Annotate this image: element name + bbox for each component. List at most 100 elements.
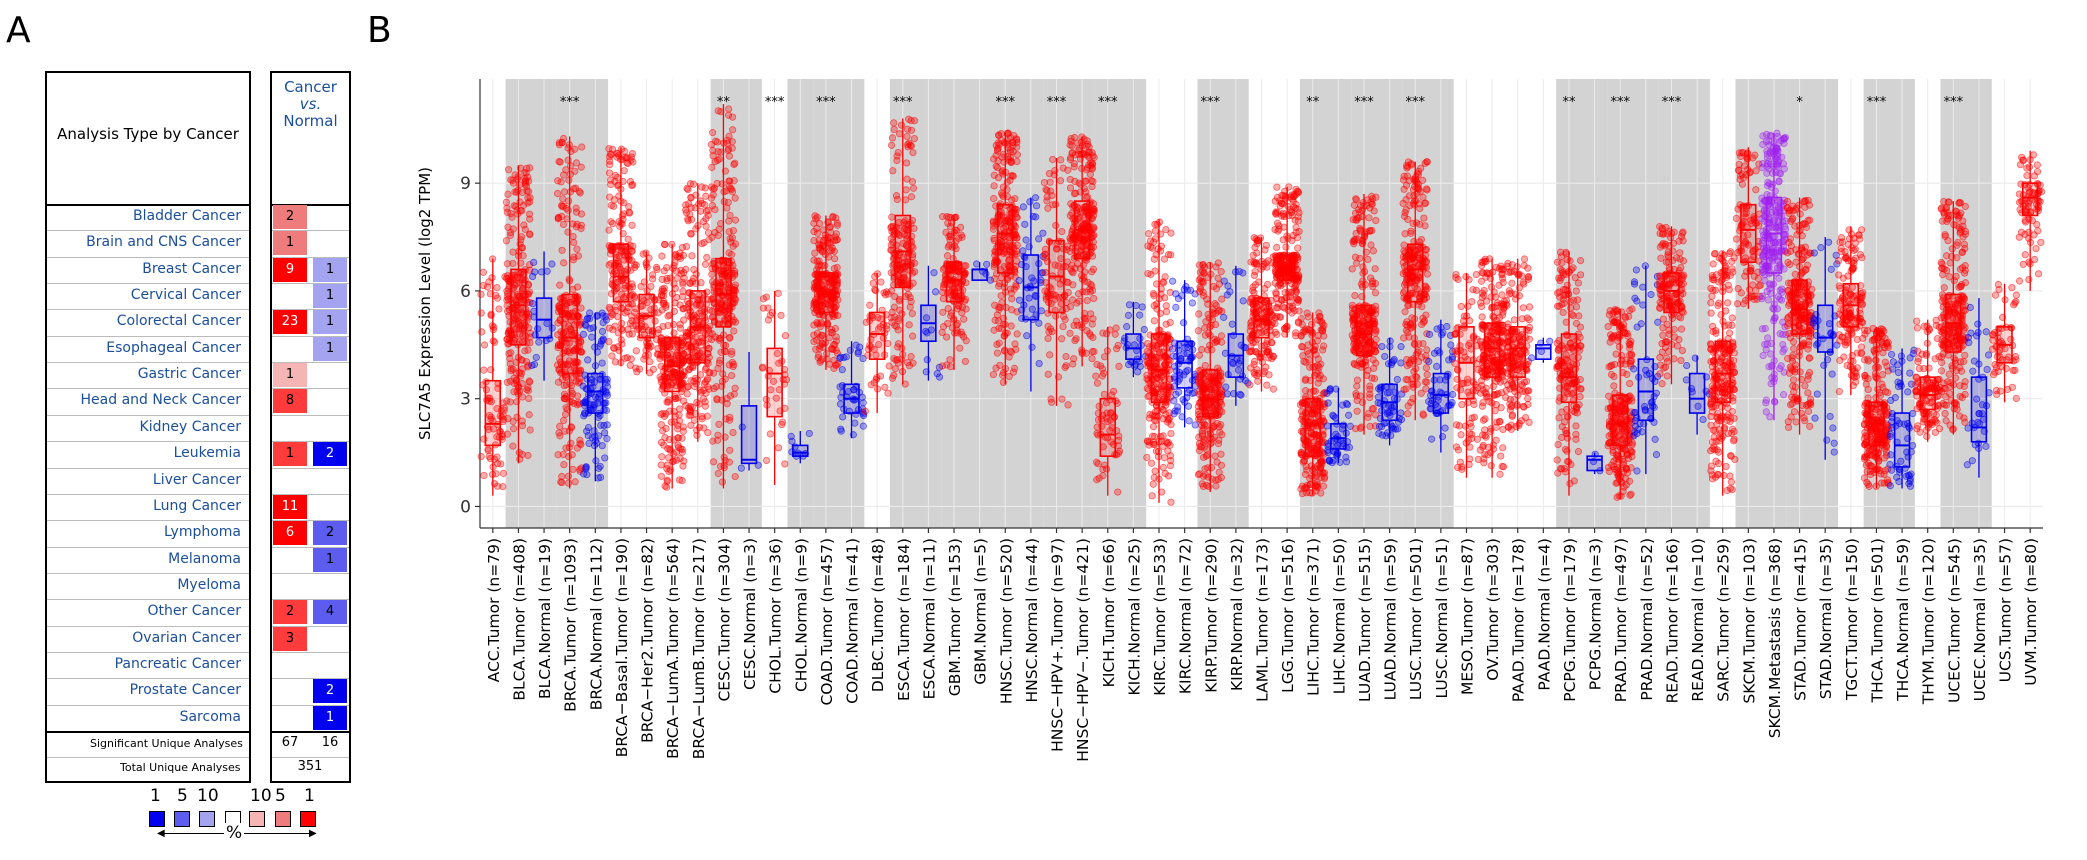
data-point bbox=[695, 400, 703, 408]
cancer-name[interactable]: Bladder Cancer bbox=[133, 208, 241, 224]
cancer-name[interactable]: Brain and CNS Cancer bbox=[86, 234, 241, 251]
cancer-name[interactable]: Pancreatic Cancer bbox=[114, 655, 241, 672]
data-point bbox=[663, 398, 671, 406]
up-count-cell[interactable]: 8 bbox=[273, 389, 307, 414]
cancer-name[interactable]: Sarcoma bbox=[179, 708, 241, 725]
data-point bbox=[1344, 411, 1353, 419]
up-count-cell[interactable]: 3 bbox=[273, 626, 307, 651]
data-point bbox=[1140, 325, 1148, 334]
data-point bbox=[1294, 244, 1302, 252]
cancer-name[interactable]: Other Cancer bbox=[147, 603, 242, 620]
down-count-cell[interactable]: 1 bbox=[313, 336, 347, 361]
data-point bbox=[614, 313, 622, 321]
cancer-name[interactable]: Esophageal Cancer bbox=[106, 339, 241, 356]
data-point bbox=[1293, 294, 1301, 303]
data-point bbox=[1015, 276, 1023, 285]
legend-number: 10 bbox=[250, 786, 272, 806]
down-count-cell[interactable]: 1 bbox=[313, 284, 347, 309]
cancer-name[interactable]: Lymphoma bbox=[164, 524, 241, 541]
data-point bbox=[897, 121, 906, 129]
data-point bbox=[1304, 313, 1312, 321]
data-point bbox=[948, 324, 957, 332]
data-point bbox=[707, 183, 716, 191]
cancer-name[interactable]: Lung Cancer bbox=[153, 497, 241, 514]
data-point bbox=[1103, 465, 1111, 473]
data-point bbox=[1195, 351, 1203, 359]
cancer-name[interactable]: Colorectal Cancer bbox=[116, 313, 241, 330]
data-point bbox=[894, 343, 902, 351]
cancer-name[interactable]: Gastric Cancer bbox=[137, 366, 241, 383]
data-point bbox=[888, 213, 896, 221]
data-point bbox=[983, 260, 991, 268]
legend-swatch bbox=[174, 811, 190, 827]
data-point bbox=[477, 452, 485, 461]
data-point bbox=[1250, 234, 1258, 242]
box-body bbox=[740, 405, 758, 465]
cancer-name[interactable]: Liver Cancer bbox=[152, 471, 241, 488]
down-count-cell[interactable]: 1 bbox=[313, 705, 347, 730]
up-count-cell[interactable]: 2 bbox=[273, 205, 307, 229]
down-count-cell[interactable]: 2 bbox=[313, 521, 347, 546]
data-point bbox=[1254, 377, 1262, 385]
data-point bbox=[499, 469, 507, 477]
down-count-cell[interactable]: 1 bbox=[313, 310, 347, 335]
data-point bbox=[479, 268, 487, 276]
up-count-cell[interactable]: 1 bbox=[273, 363, 307, 388]
up-count-cell[interactable]: 1 bbox=[273, 231, 307, 256]
data-point bbox=[1150, 255, 1158, 263]
data-point bbox=[621, 309, 629, 317]
data-point bbox=[573, 401, 581, 409]
data-point bbox=[989, 225, 998, 233]
cancer-name[interactable]: Prostate Cancer bbox=[129, 682, 241, 699]
x-tick-label: CHOL.Tumor (n=36) bbox=[767, 538, 785, 694]
data-point bbox=[577, 304, 585, 312]
cancer-name[interactable]: Myeloma bbox=[177, 576, 241, 593]
data-point bbox=[842, 353, 850, 361]
cancer-row: Prostate Cancer bbox=[47, 678, 247, 704]
cancer-name[interactable]: Ovarian Cancer bbox=[132, 629, 241, 646]
data-point bbox=[1218, 295, 1226, 303]
down-count-cell[interactable]: 1 bbox=[313, 547, 347, 572]
data-point bbox=[837, 393, 845, 401]
data-point bbox=[480, 471, 488, 480]
data-point bbox=[557, 178, 565, 186]
data-point bbox=[774, 444, 783, 452]
data-point bbox=[1201, 331, 1209, 339]
up-count-cell[interactable]: 23 bbox=[273, 310, 307, 335]
up-count-cell[interactable]: 9 bbox=[273, 257, 307, 282]
data-point bbox=[898, 310, 906, 318]
cancer-name[interactable]: Melanoma bbox=[168, 550, 241, 567]
data-point bbox=[1333, 449, 1342, 457]
cancer-name[interactable]: Kidney Cancer bbox=[139, 418, 241, 435]
data-point bbox=[728, 234, 736, 242]
data-point bbox=[910, 224, 918, 233]
data-point bbox=[690, 377, 698, 386]
cancer-name[interactable]: Breast Cancer bbox=[142, 260, 241, 277]
data-point bbox=[816, 358, 824, 366]
legend-swatch bbox=[249, 811, 265, 827]
down-count-cell[interactable]: 2 bbox=[313, 442, 347, 467]
up-count-cell[interactable]: 11 bbox=[273, 494, 307, 519]
up-count-cell[interactable]: 2 bbox=[273, 600, 307, 625]
cancer-name[interactable]: Leukemia bbox=[173, 445, 241, 462]
data-point bbox=[1021, 220, 1029, 228]
legend-number: 10 bbox=[197, 786, 219, 806]
data-point bbox=[1093, 423, 1101, 431]
down-count-cell[interactable]: 4 bbox=[313, 600, 347, 625]
data-point bbox=[662, 424, 670, 433]
cancer-name[interactable]: Cervical Cancer bbox=[130, 287, 241, 304]
data-point bbox=[1066, 329, 1074, 337]
up-count-cell[interactable]: 1 bbox=[273, 442, 307, 467]
down-count-cell[interactable]: 2 bbox=[313, 679, 347, 704]
data-point bbox=[708, 270, 716, 278]
cancer-name[interactable]: Head and Neck Cancer bbox=[80, 392, 241, 409]
data-point bbox=[555, 429, 563, 437]
data-point bbox=[1320, 332, 1328, 340]
down-count-cell[interactable]: 1 bbox=[313, 257, 347, 282]
data-point bbox=[1068, 149, 1076, 157]
data-point bbox=[571, 145, 579, 153]
up-count-cell[interactable]: 6 bbox=[273, 521, 307, 546]
total-value: 351 bbox=[297, 759, 323, 774]
data-point bbox=[525, 187, 533, 195]
data-point bbox=[1041, 268, 1050, 277]
